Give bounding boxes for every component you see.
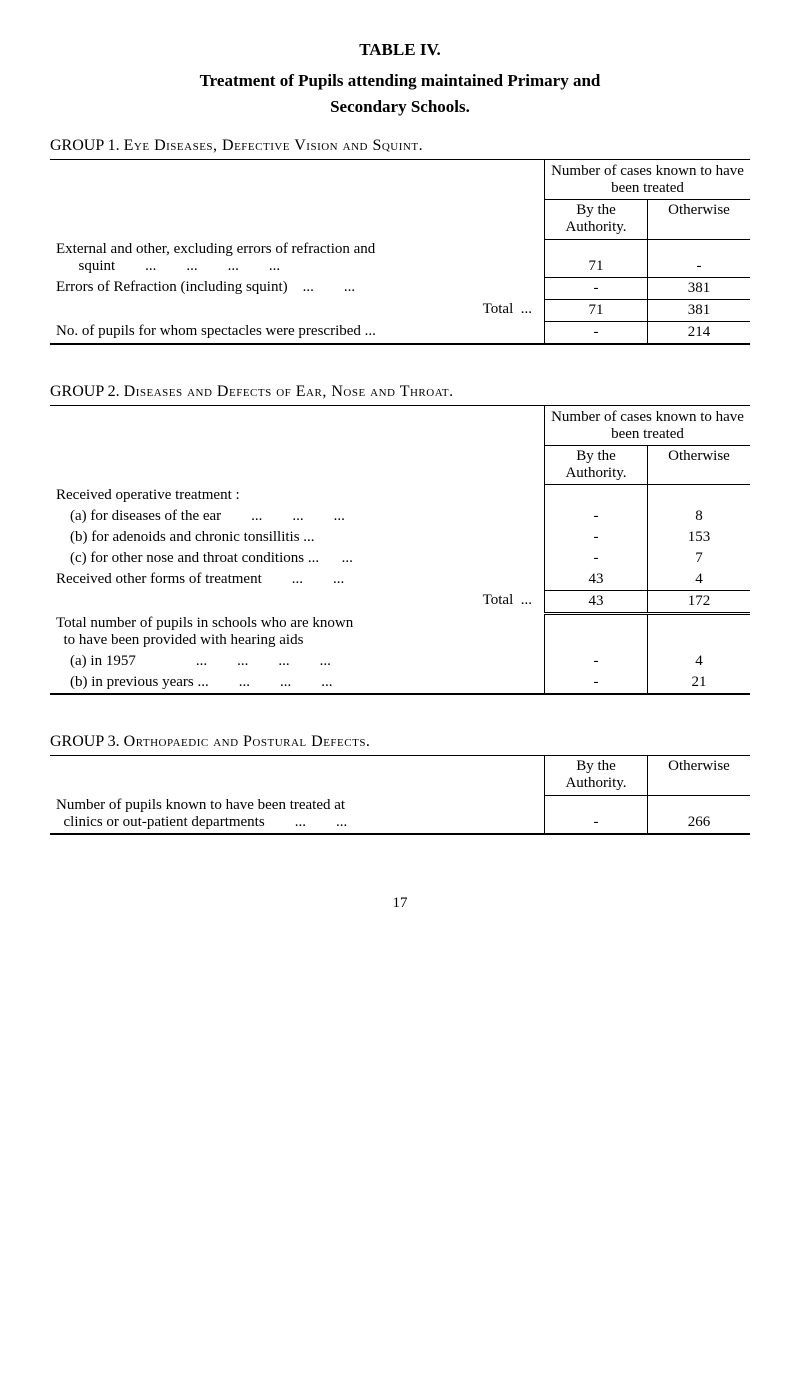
- group1-col1-head: By the Authority.: [545, 200, 648, 240]
- group1-row2-label: Errors of Refraction (including squint) …: [50, 277, 545, 299]
- group2-row-d-val1: -: [545, 651, 648, 672]
- group1-heading: GROUP 1. Eye Diseases, Defective Vision …: [50, 137, 750, 155]
- group2-col2-head: Otherwise: [648, 445, 751, 485]
- g2-col1-line1: By the: [576, 448, 616, 464]
- group1-row3-label: No. of pupils for whom spectacles were p…: [50, 321, 545, 343]
- group2-row-a-label: (a) for diseases of the ear ... ... ...: [50, 506, 545, 527]
- group3-row1-label: Number of pupils known to have been trea…: [50, 795, 545, 833]
- group2-total-val1: 43: [545, 590, 648, 613]
- group2-total-val2: 172: [648, 590, 751, 613]
- group3-col1-head: By the Authority.: [545, 756, 648, 795]
- group3-row1-val2: 266: [648, 795, 751, 833]
- group2-row2-val2: 4: [648, 569, 751, 591]
- table-title: Treatment of Pupils attending maintained…: [50, 68, 750, 119]
- g3-r1-l2: clinics or out-patient departments: [64, 814, 265, 830]
- group1-table: Number of cases known to have been treat…: [50, 160, 750, 343]
- col1-line2: Authority.: [565, 219, 626, 235]
- group1-total-label: Total ...: [50, 299, 545, 321]
- group1-row1-val2: -: [648, 239, 751, 277]
- group1-row1-label: External and other, excluding errors of …: [50, 239, 545, 277]
- group2-row-b-label: (b) for adenoids and chronic tonsillitis…: [50, 527, 545, 548]
- group1-row2-val2: 381: [648, 277, 751, 299]
- group2-col1-head: By the Authority.: [545, 445, 648, 485]
- group3-table: By the Authority. Otherwise Number of pu…: [50, 756, 750, 833]
- group2-heading: GROUP 2. Diseases and Defects of Ear, No…: [50, 383, 750, 401]
- g2-sec2-l1: Total number of pupils in schools who ar…: [56, 615, 353, 631]
- group3-col2-head: Otherwise: [648, 756, 751, 795]
- group3-row1-val1: -: [545, 795, 648, 833]
- group2-sec1-label: Received operative treatment :: [50, 485, 545, 506]
- group2-row-c-val1: -: [545, 548, 648, 569]
- group2-row-b-val2: 153: [648, 527, 751, 548]
- group1-total-val1: 71: [545, 299, 648, 321]
- table-number: TABLE IV.: [50, 40, 750, 60]
- group2-table: Number of cases known to have been treat…: [50, 406, 750, 694]
- group2-super-header: Number of cases known to have been treat…: [545, 406, 751, 446]
- g3-col1-l2: Authority.: [565, 775, 626, 791]
- col1-line1: By the: [576, 202, 616, 218]
- group1-label: GROUP 1.: [50, 137, 120, 154]
- group1-row3-val2: 214: [648, 321, 751, 343]
- group2-row2-val1: 43: [545, 569, 648, 591]
- group2-row-c-val2: 7: [648, 548, 751, 569]
- group2-heading-text: Diseases and Defects of Ear, Nose and Th…: [124, 383, 454, 400]
- g3-r1-l1: Number of pupils known to have been trea…: [56, 797, 345, 813]
- group2-row-d-val2: 4: [648, 651, 751, 672]
- group1-heading-text: Eye Diseases, Defective Vision and Squin…: [124, 137, 423, 154]
- group3-heading-text: Orthopaedic and Postural Defects.: [124, 733, 371, 750]
- title-line-2: Secondary Schools.: [330, 97, 470, 116]
- group2-row-d-label: (a) in 1957 ... ... ... ...: [50, 651, 545, 672]
- group2-total-label: Total ...: [50, 590, 545, 613]
- group1-col2-head: Otherwise: [648, 200, 751, 240]
- g3-col1-l1: By the: [576, 758, 616, 774]
- page-number: 17: [50, 895, 750, 912]
- group2-sec2-label: Total number of pupils in schools who ar…: [50, 613, 545, 651]
- group2-row-a-val1: -: [545, 506, 648, 527]
- group3-label: GROUP 3.: [50, 733, 120, 750]
- group2-row-c-label: (c) for other nose and throat conditions…: [50, 548, 545, 569]
- group1-row3-val1: -: [545, 321, 648, 343]
- group2-label: GROUP 2.: [50, 383, 120, 400]
- group2-row-a-val2: 8: [648, 506, 751, 527]
- g2-sec2-l2: to have been provided with hearing aids: [64, 632, 304, 648]
- group2-row-b-val1: -: [545, 527, 648, 548]
- group2-row2-label: Received other forms of treatment ... ..…: [50, 569, 545, 591]
- group2-row-e-label: (b) in previous years ... ... ... ...: [50, 672, 545, 693]
- group1-super-header: Number of cases known to have been treat…: [545, 160, 751, 200]
- group1-row2-val1: -: [545, 277, 648, 299]
- g2-col1-line2: Authority.: [565, 465, 626, 481]
- group2-row-e-val2: 21: [648, 672, 751, 693]
- group3-heading: GROUP 3. Orthopaedic and Postural Defect…: [50, 733, 750, 751]
- group1-total-val2: 381: [648, 299, 751, 321]
- group1-row1-val1: 71: [545, 239, 648, 277]
- group2-row-e-val1: -: [545, 672, 648, 693]
- title-line-1: Treatment of Pupils attending maintained…: [200, 71, 601, 90]
